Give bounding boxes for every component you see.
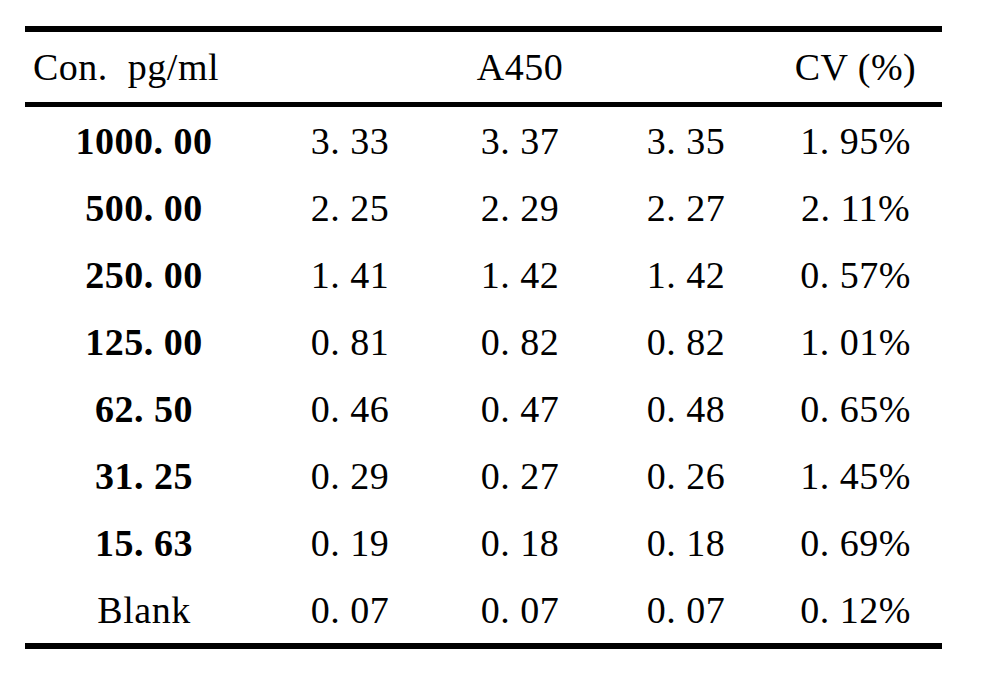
a450-replicate-3: 1. 42 — [603, 253, 769, 297]
table-row: 31. 25 0. 29 0. 27 0. 26 1. 45% — [25, 442, 942, 509]
a450-replicate-3: 3. 35 — [603, 119, 769, 163]
table-row: 15. 63 0. 19 0. 18 0. 18 0. 69% — [25, 509, 942, 576]
cv-value: 0. 57% — [769, 253, 942, 297]
a450-replicate-2: 0. 07 — [437, 588, 603, 632]
concentration-value: 1000. 00 — [25, 119, 263, 163]
a450-replicate-2: 3. 37 — [437, 119, 603, 163]
a450-replicate-2: 0. 82 — [437, 320, 603, 364]
a450-replicate-1: 0. 29 — [263, 454, 437, 498]
a450-replicate-3: 0. 18 — [603, 521, 769, 565]
a450-replicate-1: 2. 25 — [263, 186, 437, 230]
table-row: 250. 00 1. 41 1. 42 1. 42 0. 57% — [25, 241, 942, 308]
header-a450: A450 — [437, 45, 603, 89]
cv-value: 0. 12% — [769, 588, 942, 632]
a450-replicate-2: 2. 29 — [437, 186, 603, 230]
cv-value: 0. 69% — [769, 521, 942, 565]
cv-value: 1. 95% — [769, 119, 942, 163]
a450-replicate-1: 1. 41 — [263, 253, 437, 297]
standards-table: Con. pg/ml A450 CV (%) 1000. 00 3. 33 3.… — [25, 26, 942, 649]
a450-replicate-1: 3. 33 — [263, 119, 437, 163]
header-concentration: Con. pg/ml — [25, 45, 263, 89]
concentration-value: 15. 63 — [25, 521, 263, 565]
table-header-row: Con. pg/ml A450 CV (%) — [25, 32, 942, 102]
cv-value: 2. 11% — [769, 186, 942, 230]
a450-replicate-1: 0. 46 — [263, 387, 437, 431]
concentration-value: 62. 50 — [25, 387, 263, 431]
cv-value: 1. 01% — [769, 320, 942, 364]
a450-replicate-1: 0. 19 — [263, 521, 437, 565]
header-cv: CV (%) — [769, 45, 942, 89]
cv-value: 0. 65% — [769, 387, 942, 431]
a450-replicate-2: 0. 47 — [437, 387, 603, 431]
table-row: 125. 00 0. 81 0. 82 0. 82 1. 01% — [25, 308, 942, 375]
a450-replicate-3: 0. 26 — [603, 454, 769, 498]
concentration-value: 125. 00 — [25, 320, 263, 364]
a450-replicate-1: 0. 81 — [263, 320, 437, 364]
a450-replicate-3: 2. 27 — [603, 186, 769, 230]
a450-replicate-2: 0. 27 — [437, 454, 603, 498]
concentration-value: Blank — [25, 588, 263, 632]
concentration-value: 250. 00 — [25, 253, 263, 297]
table-bottom-rule — [25, 643, 942, 649]
table-row: 62. 50 0. 46 0. 47 0. 48 0. 65% — [25, 375, 942, 442]
cv-value: 1. 45% — [769, 454, 942, 498]
table-row: 500. 00 2. 25 2. 29 2. 27 2. 11% — [25, 174, 942, 241]
a450-replicate-3: 0. 48 — [603, 387, 769, 431]
concentration-value: 500. 00 — [25, 186, 263, 230]
a450-replicate-2: 0. 18 — [437, 521, 603, 565]
a450-replicate-2: 1. 42 — [437, 253, 603, 297]
table-row: 1000. 00 3. 33 3. 37 3. 35 1. 95% — [25, 107, 942, 174]
a450-replicate-3: 0. 82 — [603, 320, 769, 364]
table-row: Blank 0. 07 0. 07 0. 07 0. 12% — [25, 576, 942, 643]
page: Con. pg/ml A450 CV (%) 1000. 00 3. 33 3.… — [0, 0, 984, 674]
concentration-value: 31. 25 — [25, 454, 263, 498]
a450-replicate-3: 0. 07 — [603, 588, 769, 632]
a450-replicate-1: 0. 07 — [263, 588, 437, 632]
